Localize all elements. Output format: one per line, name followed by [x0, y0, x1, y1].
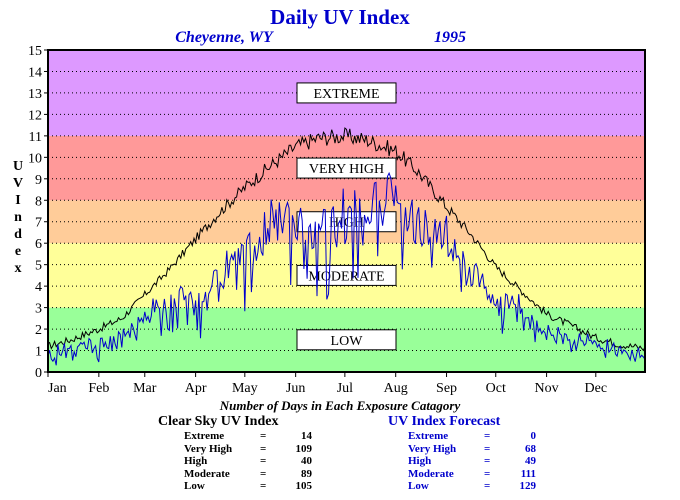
table-row: Extreme = 0: [408, 430, 536, 443]
x-tick-label: Feb: [88, 381, 109, 396]
day-count: 129: [519, 480, 537, 492]
category-label: High: [184, 455, 208, 467]
table-row: Extreme = 14: [184, 430, 312, 443]
category-label: High: [408, 455, 432, 467]
table-row: Very High = 68: [408, 443, 536, 456]
category-label: Moderate: [408, 467, 454, 480]
band-label-box: [296, 329, 397, 351]
footer-heading-wrap: Number of Days in Each Exposure Catagory: [0, 398, 680, 414]
equals-sign: =: [484, 442, 491, 455]
y-tick-label: 2: [35, 323, 42, 338]
table-row: Moderate = 89: [184, 468, 312, 481]
x-tick-label: Apr: [185, 381, 207, 396]
y-tick-label: 14: [28, 65, 42, 80]
footer-heading: Number of Days in Each Exposure Catagory: [219, 398, 461, 413]
table-row: High = 40: [184, 455, 312, 468]
equals-sign: =: [484, 430, 491, 442]
equals-sign: =: [484, 467, 491, 480]
y-tick-label: 10: [28, 151, 42, 166]
day-count: 109: [295, 442, 313, 455]
band-label-box: [296, 264, 397, 286]
table-row: High = 49: [408, 455, 536, 468]
x-tick-label: Aug: [384, 381, 408, 396]
x-tick-label: Jan: [48, 381, 67, 396]
band-label: MODERATE: [308, 269, 384, 284]
y-tick-label: 4: [35, 280, 42, 295]
forecast-title: UV Index Forecast: [388, 414, 501, 429]
table-row: Very High = 109: [184, 443, 312, 456]
equals-sign: =: [484, 455, 491, 467]
forecast-rows: Extreme = 0 Very High = 68 High = 49 Moderate = 111…: [388, 430, 536, 493]
x-tick-label: May: [232, 381, 258, 396]
category-label: Very High: [408, 442, 457, 455]
day-count: 105: [295, 480, 313, 492]
table-row: Low = 105: [184, 480, 312, 493]
clear-sky-table: Clear Sky UV Index Extreme = 14 Very High = 1…: [158, 414, 312, 493]
band-label-box: [296, 157, 397, 179]
band-label-box: [296, 82, 397, 104]
equals-sign: =: [484, 480, 491, 492]
y-axis-label-letter: I: [15, 193, 20, 208]
x-tick-label: Nov: [535, 381, 559, 396]
y-axis-label-letter: x: [15, 261, 22, 276]
y-axis-label-letter: U: [13, 159, 23, 174]
band-label: VERY HIGH: [309, 162, 384, 177]
category-label: Very High: [184, 442, 233, 455]
x-tick-label: Mar: [133, 381, 157, 396]
y-tick-label: 13: [28, 87, 42, 102]
clear-sky-title: Clear Sky UV Index: [158, 414, 279, 429]
plot-frame: [47, 49, 646, 373]
y-tick-label: 11: [29, 130, 42, 145]
series-line-clear-sky: [47, 127, 646, 352]
y-tick-label: 1: [35, 345, 42, 360]
day-count: 40: [301, 455, 312, 467]
table-row: Moderate = 111: [408, 468, 536, 481]
equals-sign: =: [260, 430, 267, 442]
clear-sky-rows: Extreme = 14 Very High = 109 High = 40 Moderate = 8…: [158, 430, 312, 493]
chart-subtitle-year: 1995: [434, 29, 466, 46]
y-tick-label: 6: [35, 237, 42, 252]
y-tick-label: 9: [35, 173, 42, 188]
day-count: 49: [525, 455, 536, 467]
band-label: LOW: [331, 334, 364, 349]
y-axis-label-letter: e: [15, 244, 21, 259]
equals-sign: =: [260, 442, 267, 455]
equals-sign: =: [260, 467, 267, 480]
y-tick-label: 8: [35, 194, 42, 209]
day-count: 14: [301, 430, 312, 442]
equals-sign: =: [260, 455, 267, 467]
x-tick-label: Jul: [337, 381, 353, 396]
y-tick-label: 3: [35, 302, 42, 317]
y-tick-label: 0: [35, 366, 42, 381]
forecast-table: UV Index Forecast Extreme = 0 Very High = 68 H…: [388, 414, 536, 493]
day-count: 89: [301, 467, 312, 480]
category-label: Low: [184, 480, 205, 492]
table-row: Low = 129: [408, 480, 536, 493]
y-axis-label-letter: V: [13, 176, 23, 191]
x-tick-label: Jun: [286, 381, 305, 396]
band-label: EXTREME: [313, 87, 379, 102]
y-tick-label: 5: [35, 259, 42, 274]
y-tick-label: 15: [28, 44, 42, 59]
category-label: Extreme: [408, 430, 449, 442]
y-axis-label-letter: d: [14, 227, 22, 242]
y-axis-label-letter: n: [14, 210, 22, 225]
chart-title: Daily UV Index: [270, 5, 410, 29]
equals-sign: =: [260, 480, 267, 492]
day-count: 111: [520, 467, 536, 480]
category-label: Extreme: [184, 430, 225, 442]
category-label: Moderate: [184, 467, 230, 480]
x-tick-label: Oct: [486, 381, 506, 396]
chart-subtitle-location: Cheyenne, WY: [175, 29, 274, 46]
y-tick-label: 7: [35, 216, 42, 231]
x-tick-label: Dec: [585, 381, 608, 396]
category-label: Low: [408, 480, 429, 492]
day-count: 0: [530, 430, 537, 442]
series-line-forecast: [47, 171, 646, 366]
day-count: 68: [525, 442, 536, 455]
y-tick-label: 12: [28, 108, 42, 123]
x-tick-label: Sep: [436, 381, 457, 396]
